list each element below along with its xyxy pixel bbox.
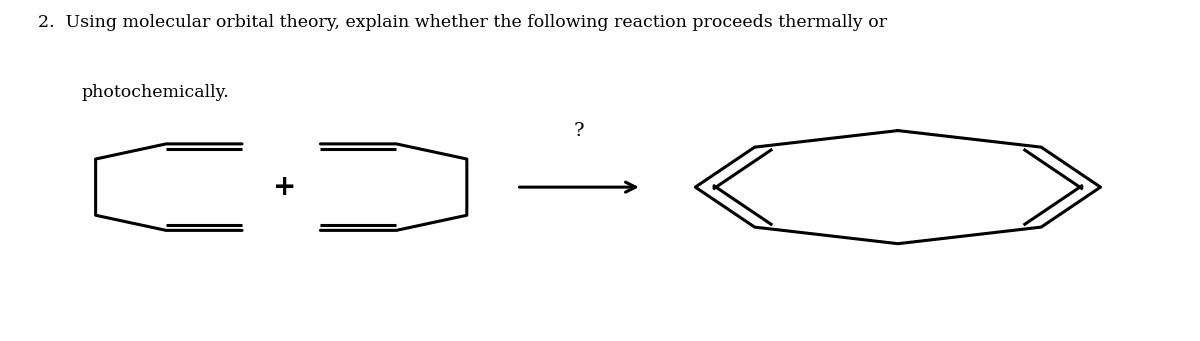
Text: +: + bbox=[272, 173, 296, 201]
Text: 2.  Using molecular orbital theory, explain whether the following reaction proce: 2. Using molecular orbital theory, expla… bbox=[37, 14, 887, 31]
Text: ?: ? bbox=[574, 122, 584, 139]
Text: photochemically.: photochemically. bbox=[82, 84, 229, 101]
